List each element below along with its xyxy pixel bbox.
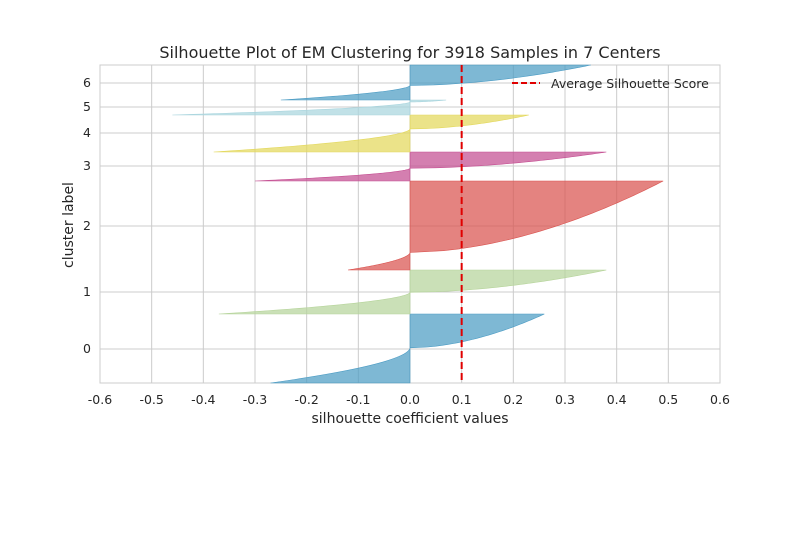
x-tick-label: 0.3 [555, 392, 575, 407]
cluster-0-silhouette [270, 313, 545, 384]
legend-label: Average Silhouette Score [551, 76, 709, 91]
x-tick-label: 0.4 [607, 392, 627, 407]
x-tick-labels: -0.6 -0.5 -0.4 -0.3 -0.2 -0.1 0.0 0.1 0.2 0.3 0.4 0… [88, 392, 730, 407]
x-tick-label: -0.3 [243, 392, 267, 407]
x-tick-label: -0.4 [191, 392, 215, 407]
x-tick-label: 0.5 [658, 392, 678, 407]
x-tick-label: -0.6 [88, 392, 112, 407]
y-tick-label: 2 [83, 218, 91, 233]
y-tick-label: 1 [83, 284, 91, 299]
x-tick-label: 0.1 [452, 392, 472, 407]
cluster-1-silhouette [218, 269, 607, 315]
x-axis-label: silhouette coefficient values [312, 411, 509, 427]
chart-title: Silhouette Plot of EM Clustering for 391… [159, 43, 660, 62]
x-tick-label: 0.6 [710, 392, 730, 407]
y-tick-label: 3 [83, 158, 91, 173]
y-tick-label: 5 [83, 99, 91, 114]
x-tick-label: 0.2 [503, 392, 523, 407]
x-tick-label: -0.2 [294, 392, 318, 407]
y-tick-label: 4 [83, 125, 91, 140]
y-tick-label: 0 [83, 341, 91, 356]
x-tick-label: -0.5 [139, 392, 163, 407]
cluster-5-silhouette [172, 99, 447, 116]
y-tick-labels: 0 1 2 3 4 5 6 [83, 75, 91, 356]
cluster-4-silhouette [213, 114, 529, 153]
y-axis-label: cluster label [61, 182, 77, 268]
legend: Average Silhouette Score [512, 76, 709, 91]
cluster-2-silhouette [347, 180, 664, 271]
x-tick-label: 0.0 [400, 392, 420, 407]
x-tick-label: -0.1 [346, 392, 370, 407]
cluster-6-silhouette [280, 64, 591, 101]
cluster-3-silhouette [254, 151, 607, 182]
y-tick-label: 6 [83, 75, 91, 90]
silhouette-areas [172, 64, 664, 384]
